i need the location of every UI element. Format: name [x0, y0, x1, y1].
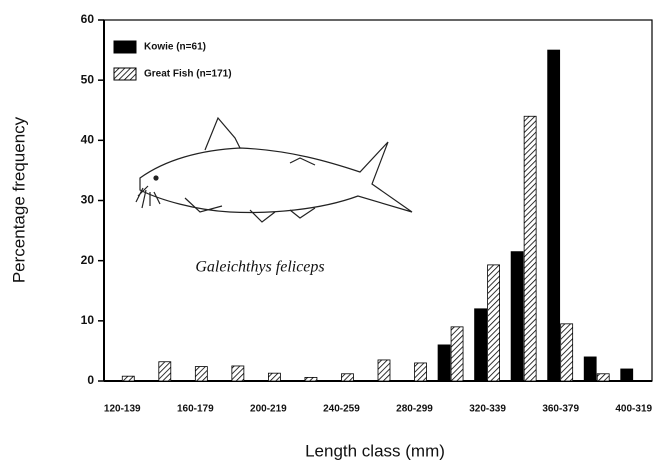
bar: [231, 365, 245, 382]
bar: [194, 366, 208, 382]
bar: [158, 361, 172, 382]
bar: [304, 376, 318, 382]
legend-label: Great Fish (n=171): [144, 69, 232, 80]
x-tick-label: 200-219: [250, 404, 287, 415]
x-axis-label: Length class (mm): [305, 441, 445, 460]
y-tick-label: 20: [81, 253, 95, 267]
bar: [121, 375, 135, 382]
bar: [560, 323, 574, 382]
legend-swatch: [113, 67, 137, 81]
y-tick-label: 40: [81, 133, 95, 147]
y-tick-label: 50: [81, 72, 95, 86]
legend-label: Kowie (n=61): [144, 42, 206, 53]
y-tick-label: 0: [87, 373, 94, 387]
bar: [450, 326, 464, 382]
bar: [523, 115, 537, 382]
x-tick-label: 320-339: [469, 404, 506, 415]
y-tick-label: 30: [81, 193, 95, 207]
x-tick-label: 360-379: [542, 404, 579, 415]
species-name: Galeichthys feliceps: [195, 259, 324, 276]
x-tick-label: 120-139: [104, 404, 141, 415]
bar: [437, 344, 451, 382]
bar: [267, 372, 281, 382]
fish-illustration: [135, 116, 413, 223]
bar: [596, 373, 610, 382]
x-tick-label: 400-319: [615, 404, 652, 415]
bar: [341, 373, 354, 382]
x-tick-label: 160-179: [177, 404, 214, 415]
y-axis-label: Percentage frequency: [9, 116, 28, 283]
bar: [620, 368, 634, 382]
bar: [547, 49, 561, 382]
x-tick-label: 240-259: [323, 404, 360, 415]
y-tick-label: 10: [81, 313, 95, 327]
bar: [377, 359, 391, 382]
x-tick-label: 280-299: [396, 404, 433, 415]
y-tick-label: 60: [81, 12, 95, 26]
bar: [487, 264, 501, 382]
legend-swatch: [113, 40, 137, 54]
bar: [414, 362, 427, 382]
bar: [474, 308, 488, 382]
bar: [510, 251, 524, 382]
bar: [583, 356, 597, 382]
